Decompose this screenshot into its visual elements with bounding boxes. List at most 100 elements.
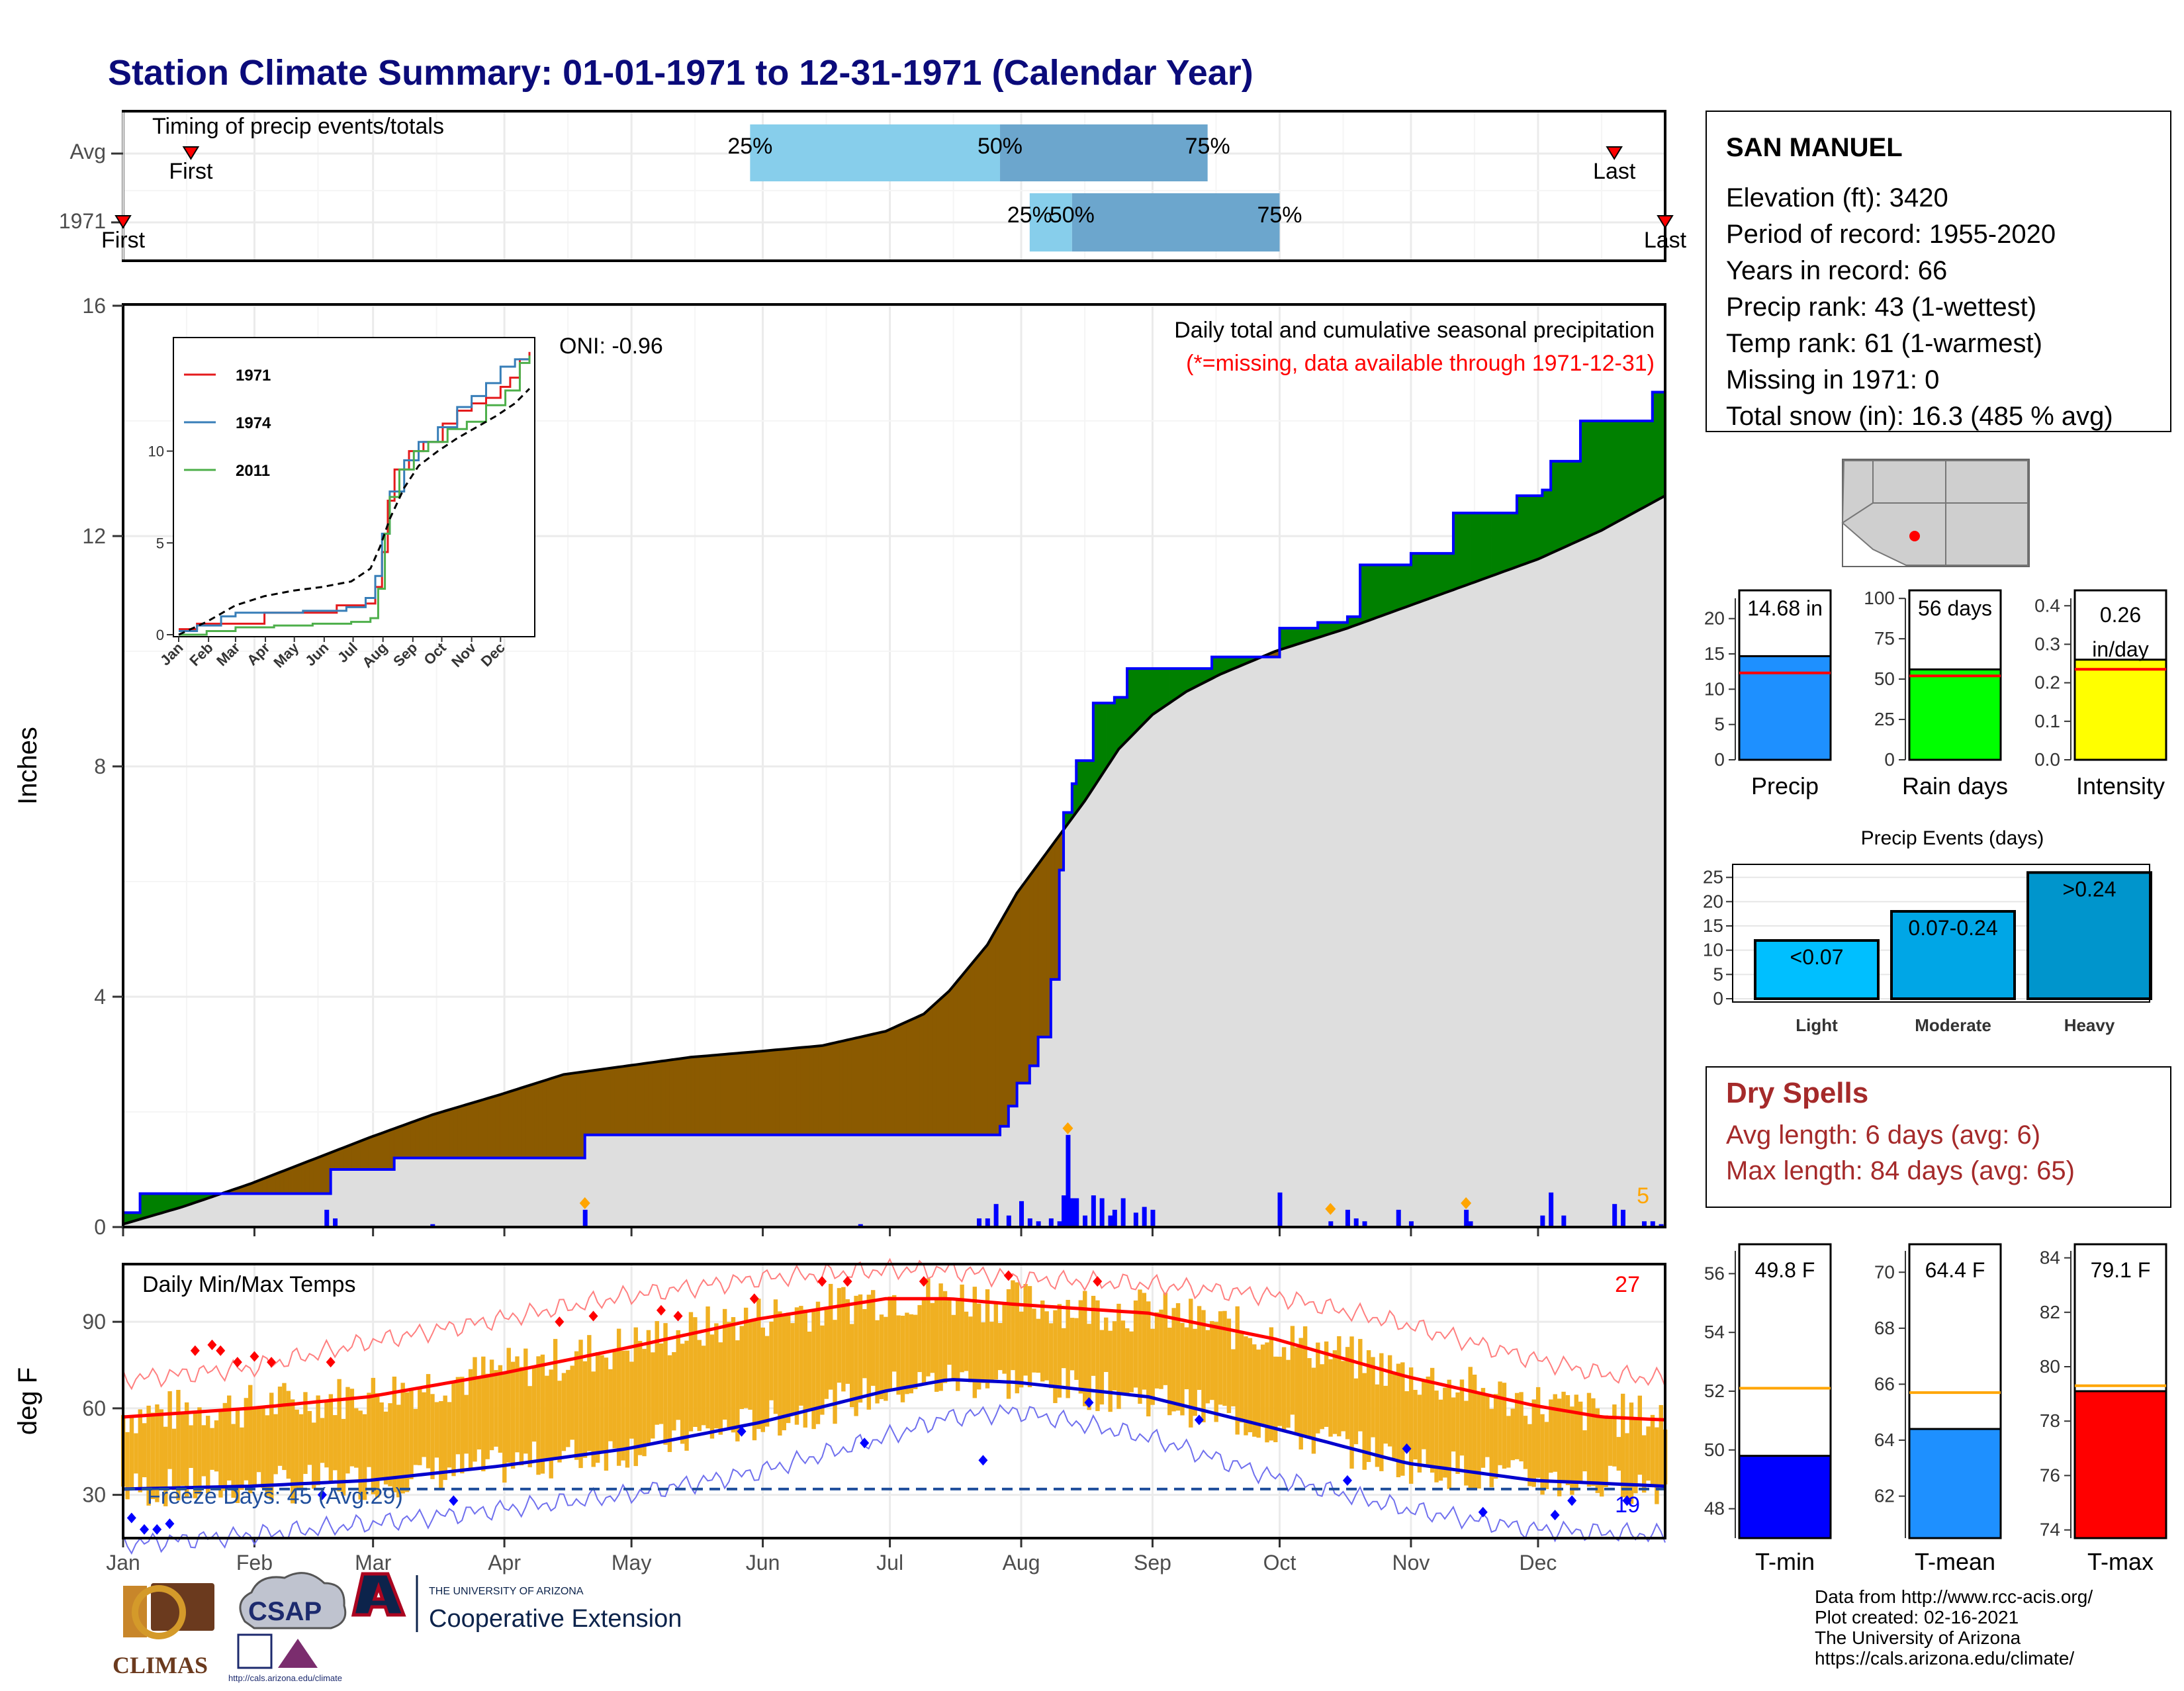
daily-temp-range-bar bbox=[549, 1369, 553, 1479]
precip-anomaly-fill bbox=[1021, 881, 1026, 1083]
daily-temp-range-bar bbox=[451, 1382, 456, 1477]
precip-anomaly-fill bbox=[733, 1053, 738, 1136]
daily-temp-range-bar bbox=[642, 1349, 647, 1457]
daily-temp-range-bar bbox=[371, 1377, 376, 1494]
record-high-marker-7 bbox=[555, 1316, 565, 1328]
temp-summary-tick-label-T-mean-2: 66 bbox=[1874, 1373, 1895, 1394]
events-bar-Heavy bbox=[2026, 871, 2152, 1001]
daily-temp-range-bar bbox=[693, 1317, 698, 1427]
precip-anomaly-fill bbox=[1394, 565, 1399, 612]
summary-tick-label-Intensity-2: 0.2 bbox=[2034, 672, 2060, 693]
daily-precip-bar bbox=[1006, 1215, 1011, 1227]
precip-anomaly-fill bbox=[1537, 495, 1543, 560]
record-high-marker-3 bbox=[232, 1357, 242, 1368]
precip-anomaly-fill bbox=[1012, 892, 1017, 1107]
precip-anomaly-fill bbox=[1584, 420, 1590, 539]
summary-tick-label-Intensity-4: 0.4 bbox=[2034, 595, 2060, 616]
daily-temp-range-bar bbox=[506, 1348, 511, 1463]
precip-anomaly-fill bbox=[817, 1045, 823, 1136]
daily-temp-range-bar bbox=[1510, 1408, 1515, 1461]
precip-count-label: 5 bbox=[1637, 1183, 1649, 1209]
daily-temp-range-bar bbox=[1083, 1291, 1087, 1406]
daily-temp-range-bar bbox=[1062, 1328, 1066, 1369]
footer-line-1: Data from http://www.rcc-acis.org/ bbox=[1815, 1586, 2093, 1607]
daily-temp-range-bar bbox=[977, 1303, 981, 1390]
precip-ytick-label-2: 8 bbox=[94, 754, 106, 778]
daily-temp-range-bar bbox=[227, 1395, 232, 1481]
precip-anomaly-fill bbox=[567, 1073, 572, 1158]
precip-anomaly-fill bbox=[694, 1056, 700, 1136]
daily-temp-range-bar bbox=[782, 1314, 786, 1431]
daily-precip-bar bbox=[977, 1218, 982, 1227]
snow-marker-3 bbox=[1461, 1197, 1472, 1209]
daily-temp-range-bar bbox=[604, 1357, 609, 1471]
dry-spells-avg: Avg length: 6 days (avg: 6) bbox=[1726, 1120, 2040, 1150]
daily-temp-range-bar bbox=[1095, 1300, 1100, 1412]
station-line-6: Total snow (in): 16.3 (485 % avg) bbox=[1726, 402, 2113, 431]
record-high-marker-14 bbox=[919, 1276, 929, 1287]
daily-temp-range-bar bbox=[1048, 1323, 1054, 1389]
record-low-marker-1 bbox=[140, 1524, 150, 1535]
precip-anomaly-fill bbox=[381, 1131, 387, 1170]
month-label-Sep: Sep bbox=[1134, 1551, 1171, 1575]
footer-line-2: Plot created: 02-16-2021 bbox=[1815, 1607, 2019, 1627]
daily-temp-range-bar bbox=[566, 1369, 570, 1447]
precip-anomaly-fill bbox=[478, 1099, 484, 1158]
record-high-marker-4 bbox=[250, 1351, 259, 1362]
snow-marker-2 bbox=[1325, 1203, 1336, 1215]
daily-temp-range-bar bbox=[176, 1390, 181, 1500]
daily-temp-range-bar bbox=[1175, 1303, 1181, 1411]
daily-temp-range-bar bbox=[138, 1409, 143, 1492]
daily-temp-range-bar bbox=[947, 1298, 952, 1365]
precip-anomaly-fill bbox=[1042, 852, 1047, 1038]
temp-summary-value-T-max: 79.1 F bbox=[2091, 1258, 2151, 1282]
daily-temp-range-bar bbox=[1502, 1383, 1507, 1469]
daily-temp-range-bar bbox=[1167, 1328, 1172, 1416]
precip-anomaly-fill bbox=[313, 1157, 318, 1194]
daily-temp-range-bar bbox=[1260, 1344, 1265, 1426]
timing-first-marker-Avg bbox=[182, 146, 200, 160]
daily-temp-range-bar bbox=[1269, 1327, 1274, 1441]
daily-temp-range-bar bbox=[672, 1351, 676, 1431]
daily-temp-range-bar bbox=[803, 1309, 807, 1428]
precip-anomaly-fill bbox=[885, 1028, 890, 1136]
precip-anomaly-fill bbox=[1144, 668, 1149, 724]
record-high-marker-12 bbox=[817, 1276, 827, 1287]
daily-temp-range-bar bbox=[519, 1367, 524, 1466]
daily-precip-bar bbox=[1659, 1224, 1664, 1227]
precip-anomaly-fill bbox=[906, 1019, 911, 1136]
daily-precip-bar bbox=[1620, 1209, 1625, 1227]
record-low-marker-11 bbox=[1342, 1475, 1352, 1486]
precip-anomaly-fill bbox=[1097, 702, 1102, 782]
daily-temp-range-bar bbox=[1549, 1399, 1553, 1473]
precip-anomaly-fill bbox=[322, 1154, 327, 1194]
precip-anomaly-fill bbox=[296, 1164, 302, 1194]
daily-precip-bar bbox=[1561, 1215, 1567, 1227]
precip-anomaly-fill bbox=[784, 1048, 789, 1136]
month-label-Feb: Feb bbox=[236, 1551, 273, 1575]
precip-ytick-label-3: 12 bbox=[82, 524, 106, 548]
daily-temp-range-bar bbox=[515, 1356, 520, 1453]
dry-spells-box bbox=[1706, 1066, 2171, 1208]
daily-precip-bar bbox=[1027, 1218, 1032, 1227]
daily-temp-range-bar bbox=[909, 1314, 914, 1394]
daily-temp-range-bar bbox=[201, 1425, 206, 1477]
daily-temp-range-bar bbox=[1531, 1399, 1536, 1487]
precip-anomaly-fill bbox=[279, 1170, 285, 1194]
daily-temp-range-bar bbox=[1349, 1336, 1354, 1469]
precip-anomaly-fill bbox=[881, 1030, 886, 1136]
precip-anomaly-fill bbox=[1576, 461, 1581, 543]
record-low-marker-16 bbox=[1622, 1495, 1632, 1506]
record-low-marker-8 bbox=[978, 1455, 988, 1466]
daily-temp-range-bar bbox=[811, 1309, 816, 1430]
daily-temp-range-bar bbox=[252, 1408, 257, 1486]
precip-anomaly-fill bbox=[525, 1085, 530, 1158]
precip-anomaly-fill bbox=[1283, 627, 1289, 649]
precip-anomaly-fill bbox=[1402, 565, 1407, 609]
daily-temp-range-bar bbox=[218, 1409, 223, 1498]
precip-anomaly-fill bbox=[1461, 512, 1467, 587]
precip-anomaly-fill bbox=[1398, 565, 1403, 610]
precip-anomaly-fill bbox=[148, 1193, 154, 1217]
precip-anomaly-fill bbox=[512, 1089, 518, 1158]
precip-anomaly-fill bbox=[1110, 702, 1115, 763]
